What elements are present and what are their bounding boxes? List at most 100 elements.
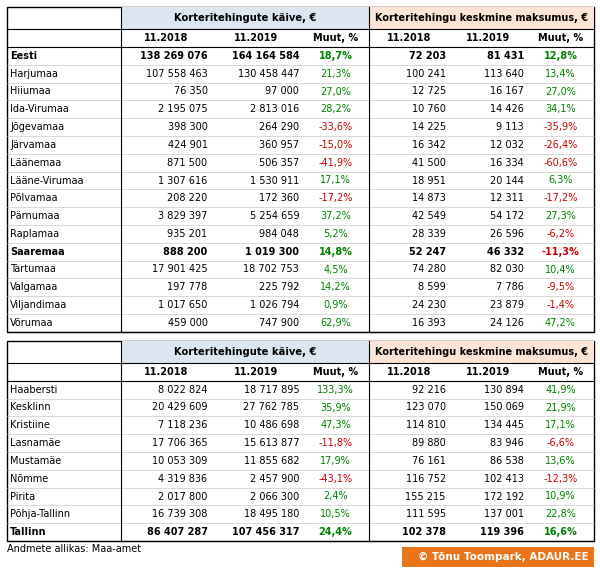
Text: 172 192: 172 192 [484,492,524,501]
Text: 459 000: 459 000 [167,318,208,328]
Text: 13,6%: 13,6% [545,456,576,466]
Text: -26,4%: -26,4% [543,140,578,150]
Text: 11.2018: 11.2018 [386,33,431,43]
Text: -6,2%: -6,2% [547,229,574,239]
Text: 1 019 300: 1 019 300 [245,247,299,257]
Text: 17 901 425: 17 901 425 [152,264,208,275]
Text: 150 069: 150 069 [484,403,524,412]
Text: 4,5%: 4,5% [323,264,348,275]
Text: Tallinn: Tallinn [10,527,47,537]
Text: 102 378: 102 378 [402,527,446,537]
Text: 1 026 794: 1 026 794 [250,300,299,310]
Text: Läänemaa: Läänemaa [10,158,61,168]
Text: 506 357: 506 357 [259,158,299,168]
Text: 18 717 895: 18 717 895 [244,385,299,395]
Text: Eesti: Eesti [10,51,37,61]
Text: 8 022 824: 8 022 824 [158,385,208,395]
Text: 130 894: 130 894 [484,385,524,395]
Text: 137 001: 137 001 [484,509,524,519]
Text: 4 319 836: 4 319 836 [158,474,208,484]
Text: 10,4%: 10,4% [545,264,576,275]
Text: Hiiumaa: Hiiumaa [10,86,50,96]
Text: 164 164 584: 164 164 584 [232,51,299,61]
Bar [121,341,369,363]
Text: 13,4%: 13,4% [545,69,576,79]
Text: Harjumaa: Harjumaa [10,69,58,79]
Text: Tartumaa: Tartumaa [10,264,56,275]
Text: 11.2019: 11.2019 [466,33,510,43]
Text: 11.2019: 11.2019 [466,367,510,377]
Text: 2,4%: 2,4% [323,492,348,501]
Text: 113 640: 113 640 [484,69,524,79]
Text: 27 762 785: 27 762 785 [243,403,299,412]
Text: 37,2%: 37,2% [320,211,351,221]
Text: 76 350: 76 350 [173,86,208,96]
Text: Korteritehingu keskmine maksumus, €: Korteritehingu keskmine maksumus, € [375,347,588,357]
Text: 15 613 877: 15 613 877 [244,438,299,448]
Text: 10 760: 10 760 [412,104,446,114]
Text: 47,3%: 47,3% [320,420,351,431]
Text: 21,9%: 21,9% [545,403,576,412]
Text: 100 241: 100 241 [406,69,446,79]
Bar [121,7,369,29]
Text: 2 813 016: 2 813 016 [250,104,299,114]
Bar [402,547,594,567]
Text: © Tõnu Toompark, ADAUR.EE: © Tõnu Toompark, ADAUR.EE [418,552,589,562]
Text: 0,9%: 0,9% [323,300,347,310]
Text: 133,3%: 133,3% [317,385,354,395]
Text: 111 595: 111 595 [406,509,446,519]
Text: 16 334: 16 334 [490,158,524,168]
Text: 2 457 900: 2 457 900 [250,474,299,484]
Text: 7 118 236: 7 118 236 [158,420,208,431]
Text: Muut, %: Muut, % [313,367,358,377]
Text: 984 048: 984 048 [259,229,299,239]
Text: 11.2018: 11.2018 [143,33,188,43]
Text: 123 070: 123 070 [406,403,446,412]
Text: 9 113: 9 113 [496,122,524,132]
Text: 10 053 309: 10 053 309 [152,456,208,466]
Text: 116 752: 116 752 [406,474,446,484]
Text: 27,0%: 27,0% [545,86,576,96]
Text: 52 247: 52 247 [409,247,446,257]
Text: Korteritehingute käive, €: Korteritehingute käive, € [173,13,316,23]
Text: 16 393: 16 393 [412,318,446,328]
Text: 16 739 308: 16 739 308 [152,509,208,519]
Text: Raplamaa: Raplamaa [10,229,59,239]
Text: 41 500: 41 500 [412,158,446,168]
Text: 14 873: 14 873 [412,194,446,203]
Text: Pärnumaa: Pärnumaa [10,211,59,221]
Text: 35,9%: 35,9% [320,403,351,412]
Text: 16 342: 16 342 [412,140,446,150]
Bar [369,341,594,363]
Text: 11.2018: 11.2018 [143,367,188,377]
Text: 22,8%: 22,8% [545,509,576,519]
Text: 11.2019: 11.2019 [234,367,278,377]
Text: 12 725: 12 725 [412,86,446,96]
Text: 8 599: 8 599 [418,282,446,292]
Text: Haabersti: Haabersti [10,385,58,395]
Text: 76 161: 76 161 [412,456,446,466]
Text: 172 360: 172 360 [259,194,299,203]
Text: 6,3%: 6,3% [548,175,572,186]
Text: 12,8%: 12,8% [544,51,577,61]
Text: 24,4%: 24,4% [319,527,352,537]
Text: 34,1%: 34,1% [545,104,576,114]
Text: 10,9%: 10,9% [545,492,576,501]
Text: 10,5%: 10,5% [320,509,351,519]
Text: 12 032: 12 032 [490,140,524,150]
Text: 134 445: 134 445 [484,420,524,431]
Text: 10 486 698: 10 486 698 [244,420,299,431]
Text: -15,0%: -15,0% [319,140,353,150]
Text: 14 426: 14 426 [490,104,524,114]
Text: Mustamäe: Mustamäe [10,456,61,466]
Text: 7 786: 7 786 [496,282,524,292]
Text: 1 307 616: 1 307 616 [158,175,208,186]
Text: 42 549: 42 549 [412,211,446,221]
Text: -9,5%: -9,5% [547,282,574,292]
Text: 89 880: 89 880 [412,438,446,448]
Text: Kristiine: Kristiine [10,420,50,431]
Text: -41,9%: -41,9% [319,158,353,168]
Text: -35,9%: -35,9% [543,122,578,132]
Bar [7,7,594,332]
Text: -11,3%: -11,3% [542,247,579,257]
